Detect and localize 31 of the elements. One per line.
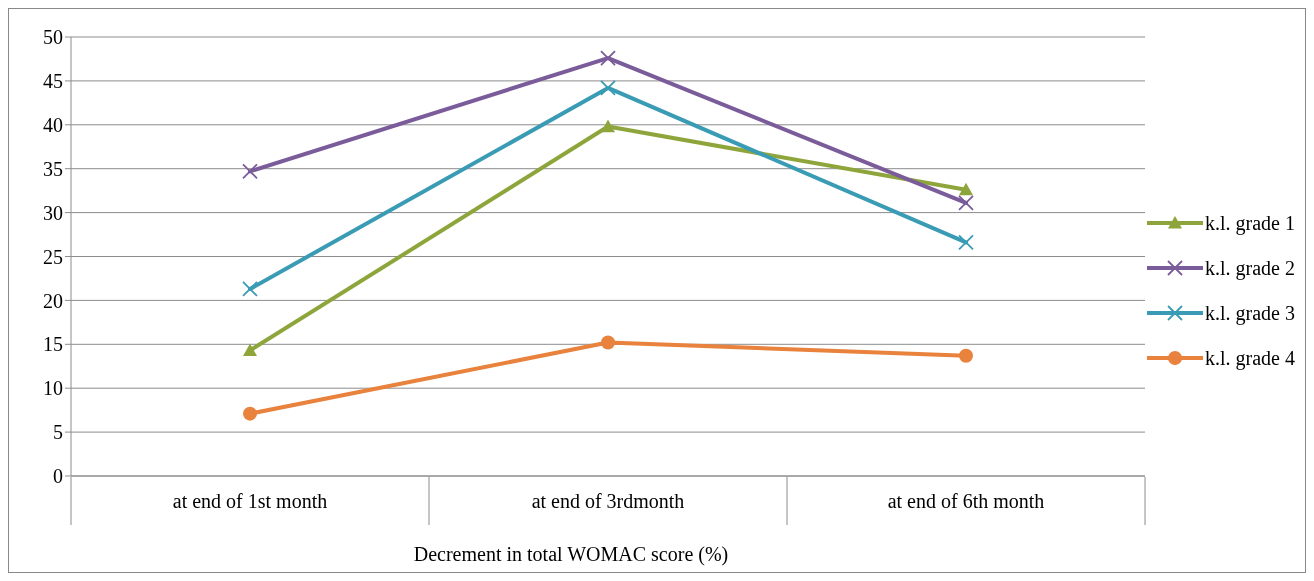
y-tick-label: 10	[43, 377, 63, 400]
point	[601, 335, 616, 350]
point	[959, 348, 974, 363]
point	[242, 281, 258, 297]
point	[600, 50, 616, 66]
y-tick-label: 5	[53, 421, 63, 444]
y-tick-label: 0	[53, 465, 63, 488]
point	[958, 234, 974, 251]
y-tick-label: 45	[43, 70, 63, 92]
legend-label: k.l. grade 2	[1205, 256, 1295, 280]
y-tick-label: 50	[43, 26, 63, 49]
x-tick-label: at end of 6th month	[887, 490, 1045, 513]
legend-label: k.l. grade 3	[1205, 301, 1295, 325]
point	[958, 195, 974, 211]
point	[959, 182, 974, 196]
point	[601, 119, 616, 133]
point	[600, 80, 616, 96]
y-tick-label: 15	[43, 333, 63, 356]
x-tick-label: at end of 1st month	[172, 490, 328, 513]
x-tick-label: at end of 3rdmonth	[531, 490, 685, 513]
y-tick-label: 35	[43, 157, 63, 180]
y-tick-label: 20	[43, 289, 63, 312]
y-tick-label: 40	[43, 113, 63, 136]
y-tick-label: 30	[43, 201, 63, 224]
point	[242, 163, 258, 180]
legend-label: k.l. grade 4	[1205, 346, 1295, 370]
y-tick-label: 25	[43, 245, 63, 268]
point	[243, 406, 257, 421]
point	[243, 343, 257, 357]
legend-label: k.l. grade 1	[1205, 211, 1295, 235]
x-axis-title: Decrement in total WOMAC score (%)	[412, 543, 730, 566]
